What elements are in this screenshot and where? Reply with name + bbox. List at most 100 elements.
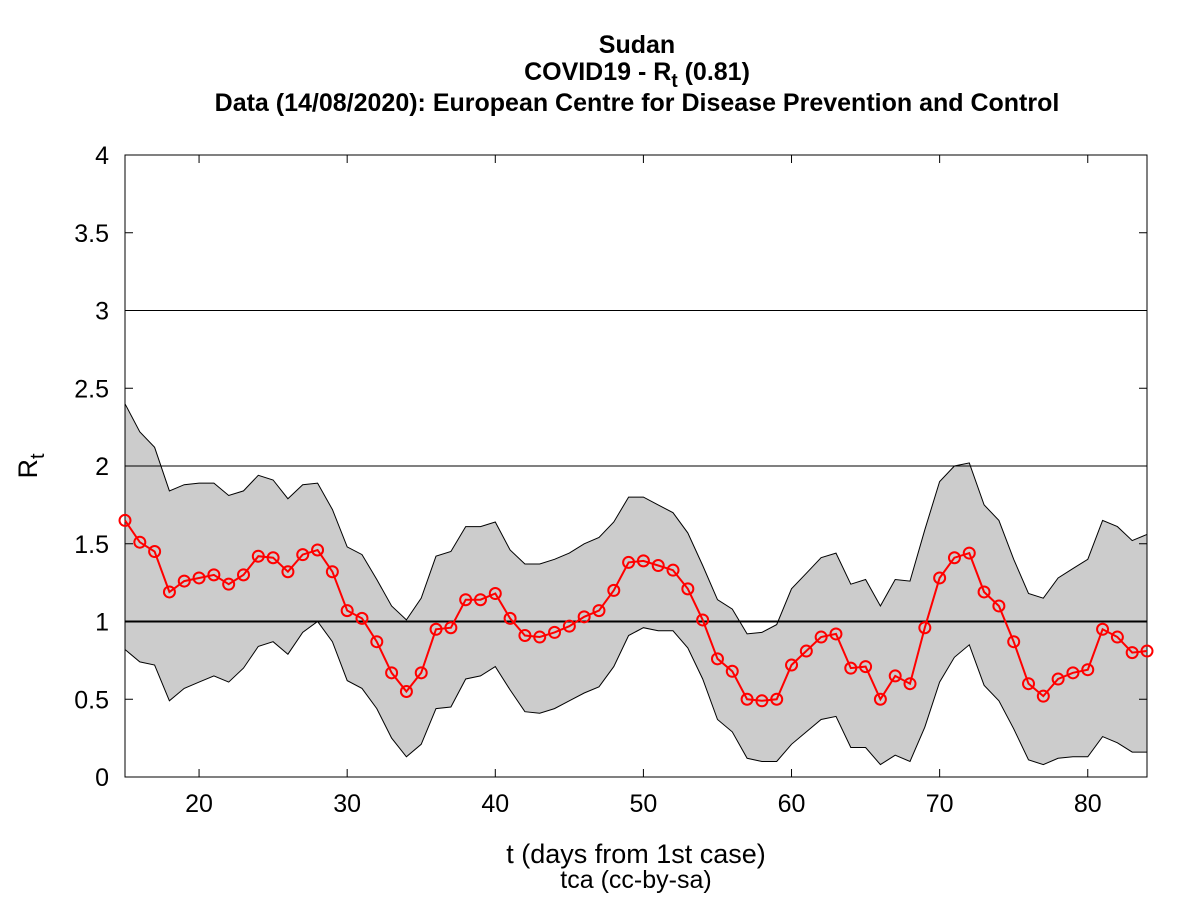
rt-point (281, 565, 295, 579)
y-tick-label: 2 (95, 453, 109, 481)
rt-point (192, 571, 206, 585)
rt-point (251, 549, 265, 563)
rt-point (414, 666, 428, 680)
y-tick-label: 4 (95, 142, 109, 170)
credit-label: tca (cc-by-sa) (560, 866, 711, 894)
rt-point (844, 661, 858, 675)
rt-point (518, 628, 532, 642)
rt-point (903, 677, 917, 691)
rt-point (1007, 635, 1021, 649)
rt-point (696, 613, 710, 627)
rt-point (992, 599, 1006, 613)
rt-point (888, 669, 902, 683)
rt-point (873, 692, 887, 706)
rt-point (473, 593, 487, 607)
rt-point (548, 625, 562, 639)
rt-point (977, 585, 991, 599)
y-tick-label: 3.5 (74, 220, 109, 248)
rt-point (651, 559, 665, 573)
rt-point (607, 583, 621, 597)
chart-title-main-suffix: (0.81) (678, 58, 750, 86)
rt-point (533, 630, 547, 644)
plot-area: 20 30 40 50 60 70 80 0 0.5 1 1.5 2 2.5 3 3.5 4 (74, 142, 1154, 818)
rt-point (340, 604, 354, 618)
chart-title-main-sub: t (671, 71, 678, 92)
rt-point (296, 548, 310, 562)
rt-point (770, 692, 784, 706)
rt-series-line (124, 519, 1148, 702)
y-tick-label: 0 (95, 764, 109, 792)
chart-title-main: COVID19 - Rt (0.81) (524, 58, 750, 92)
rt-point (222, 577, 236, 591)
rt-point (311, 543, 325, 557)
band-upper-edge (124, 403, 1148, 635)
rt-point (1096, 622, 1110, 636)
rt-point (947, 551, 961, 565)
chart-title-source: Data (14/08/2020): European Centre for D… (215, 89, 1060, 117)
rt-point (177, 574, 191, 588)
x-tick-label: 50 (629, 790, 657, 818)
rt-point (933, 571, 947, 585)
x-tick-label: 40 (481, 790, 509, 818)
rt-point (1140, 644, 1154, 658)
rt-point (681, 582, 695, 596)
rt-point (755, 694, 769, 708)
rt-point (562, 619, 576, 633)
x-axis-label: t (days from 1st case) (506, 839, 766, 869)
x-tick-label: 70 (926, 790, 954, 818)
rt-point (1051, 672, 1065, 686)
chart-title-country: Sudan (599, 31, 675, 59)
rt-point (444, 621, 458, 635)
rt-point (918, 621, 932, 635)
y-tick-label: 1 (95, 609, 109, 637)
band-lower-edge (124, 620, 1147, 766)
rt-point (636, 554, 650, 568)
rt-point (725, 664, 739, 678)
rt-point (1110, 630, 1124, 644)
y-tick-label: 0.5 (74, 686, 109, 714)
rt-point (385, 666, 399, 680)
y-tick-label: 3 (95, 298, 109, 326)
rt-point (622, 555, 636, 569)
rt-point (829, 627, 843, 641)
rt-point (266, 551, 280, 565)
x-tick-label: 30 (333, 790, 361, 818)
rt-point (710, 652, 724, 666)
chart-title-main-prefix: COVID19 - R (524, 58, 671, 86)
rt-point (399, 684, 413, 698)
x-tick-label: 80 (1074, 790, 1102, 818)
y-axis-label: Rt (13, 453, 49, 479)
rt-point (666, 563, 680, 577)
rt-point (118, 513, 132, 527)
rt-point (1066, 666, 1080, 680)
rt-point (370, 635, 384, 649)
rt-point (207, 568, 221, 582)
y-axis-label-main: R (13, 459, 43, 479)
y-tick-label: 1.5 (74, 531, 109, 559)
rt-point (162, 585, 176, 599)
rt-point (1022, 677, 1036, 691)
rt-point (785, 658, 799, 672)
rt-point (592, 604, 606, 618)
rt-point (133, 535, 147, 549)
rt-point (355, 611, 369, 625)
rt-point (429, 622, 443, 636)
rt-point (325, 565, 339, 579)
rt-point (1125, 646, 1139, 660)
rt-point (962, 546, 976, 560)
x-tick-label: 60 (778, 790, 806, 818)
confidence-band (125, 403, 1147, 765)
rt-point (503, 611, 517, 625)
rt-point (459, 593, 473, 607)
rt-point (236, 568, 250, 582)
rt-point (814, 630, 828, 644)
y-tick-label: 2.5 (74, 375, 109, 403)
rt-point (577, 610, 591, 624)
rt-point (799, 644, 813, 658)
x-tick-label: 20 (185, 790, 213, 818)
rt-point (1081, 663, 1095, 677)
rt-point (859, 660, 873, 674)
rt-point (148, 545, 162, 559)
y-axis-label-sub: t (27, 453, 49, 459)
